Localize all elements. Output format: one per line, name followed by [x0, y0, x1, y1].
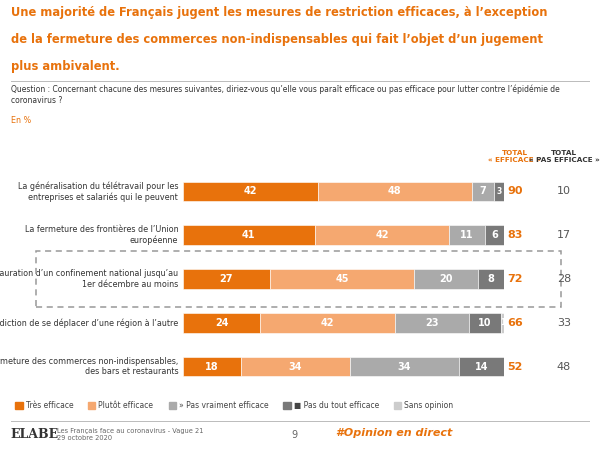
- Text: 34: 34: [398, 362, 411, 372]
- Text: Très efficace: Très efficace: [26, 401, 73, 410]
- Bar: [314, 226, 449, 245]
- Bar: [183, 226, 314, 245]
- Text: 66: 66: [507, 318, 523, 328]
- Text: La fermeture des commerces non-indispensables,
des bars et restaurants: La fermeture des commerces non-indispens…: [0, 357, 178, 376]
- Text: 33: 33: [557, 318, 571, 328]
- Text: #Opinion en direct: #Opinion en direct: [336, 428, 452, 438]
- Text: 23: 23: [425, 318, 439, 328]
- Text: 11: 11: [460, 230, 474, 240]
- Text: plus ambivalent.: plus ambivalent.: [11, 60, 119, 73]
- Text: 10: 10: [557, 186, 571, 196]
- Text: 42: 42: [375, 230, 389, 240]
- Text: ELABE: ELABE: [11, 428, 59, 441]
- Bar: [485, 226, 504, 245]
- Bar: [469, 313, 501, 332]
- Text: 6: 6: [491, 230, 498, 240]
- Text: ■ Pas du tout efficace: ■ Pas du tout efficace: [294, 401, 379, 410]
- Text: 90: 90: [507, 186, 523, 196]
- Text: L’instauration d’un confinement national jusqu’au
1er décembre au moins: L’instauration d’un confinement national…: [0, 269, 178, 289]
- Text: 34: 34: [289, 362, 302, 372]
- Text: 1: 1: [500, 319, 505, 327]
- Text: L’interdiction de se déplacer d’une région à l’autre: L’interdiction de se déplacer d’une régi…: [0, 318, 178, 327]
- Text: » Pas vraiment efficace: » Pas vraiment efficace: [179, 401, 269, 410]
- Text: 42: 42: [321, 318, 334, 328]
- Bar: [183, 313, 260, 332]
- Bar: [183, 269, 269, 289]
- Bar: [350, 357, 459, 377]
- Text: TOTAL
« EFFICACE »: TOTAL « EFFICACE »: [488, 150, 541, 163]
- Text: 42: 42: [244, 186, 257, 196]
- Text: 48: 48: [557, 362, 571, 372]
- Text: Plutôt efficace: Plutôt efficace: [98, 401, 154, 410]
- Text: 17: 17: [557, 230, 571, 240]
- Text: 3: 3: [497, 187, 502, 196]
- Bar: [269, 269, 414, 289]
- Text: de la fermeture des commerces non-indispensables qui fait l’objet d’un jugement: de la fermeture des commerces non-indisp…: [11, 33, 543, 46]
- Text: 24: 24: [215, 318, 228, 328]
- Text: Question : Concernant chacune des mesures suivantes, diriez-vous qu’elle vous pa: Question : Concernant chacune des mesure…: [11, 85, 560, 105]
- Text: Les Français face au coronavirus - Vague 21
29 octobre 2020: Les Français face au coronavirus - Vague…: [57, 428, 203, 441]
- Bar: [395, 313, 469, 332]
- Text: 14: 14: [475, 362, 488, 372]
- Text: 45: 45: [335, 274, 349, 284]
- Text: 41: 41: [242, 230, 256, 240]
- Text: Sans opinion: Sans opinion: [404, 401, 454, 410]
- Text: 83: 83: [507, 230, 523, 240]
- Bar: [494, 181, 504, 201]
- Text: 52: 52: [507, 362, 523, 372]
- Text: 20: 20: [439, 274, 453, 284]
- Text: La généralisation du télétravail pour les
entreprises et salariés qui le peuvent: La généralisation du télétravail pour le…: [17, 181, 178, 202]
- Bar: [241, 357, 350, 377]
- Bar: [414, 269, 478, 289]
- Bar: [183, 181, 318, 201]
- Text: En %: En %: [11, 116, 31, 125]
- Bar: [459, 357, 504, 377]
- Text: 10: 10: [478, 318, 491, 328]
- Text: TOTAL
« PAS EFFICACE »: TOTAL « PAS EFFICACE »: [529, 150, 599, 163]
- Bar: [183, 357, 241, 377]
- Text: 27: 27: [220, 274, 233, 284]
- Text: 48: 48: [388, 186, 401, 196]
- Bar: [260, 313, 395, 332]
- Text: 72: 72: [507, 274, 523, 284]
- Text: La fermeture des frontières de l’Union
européenne: La fermeture des frontières de l’Union e…: [25, 225, 178, 245]
- Text: 8: 8: [488, 274, 494, 284]
- Text: 28: 28: [557, 274, 571, 284]
- Text: 9: 9: [291, 430, 297, 440]
- Text: 18: 18: [205, 362, 219, 372]
- Bar: [501, 313, 504, 332]
- Bar: [449, 226, 485, 245]
- Text: Une majorité de Français jugent les mesures de restriction efficaces, à l’except: Une majorité de Français jugent les mesu…: [11, 6, 547, 19]
- Bar: [472, 181, 494, 201]
- Text: 7: 7: [480, 186, 487, 196]
- Bar: [478, 269, 504, 289]
- Bar: [318, 181, 472, 201]
